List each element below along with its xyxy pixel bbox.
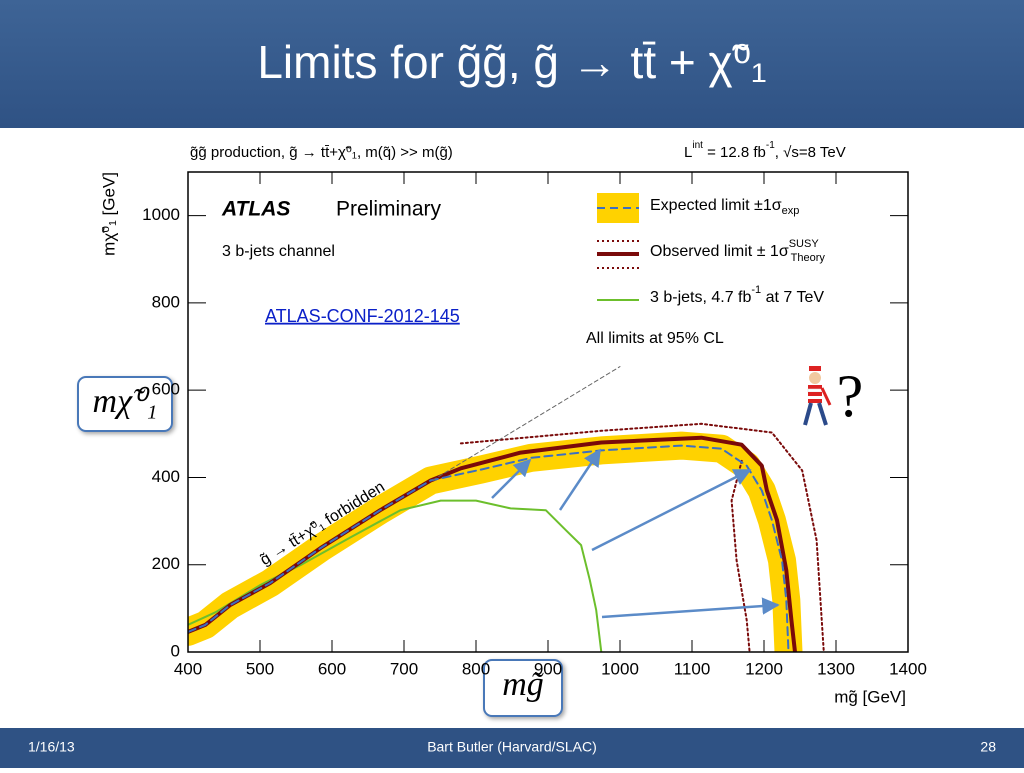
cl-label: All limits at 95% CL xyxy=(586,330,724,347)
lumi-rest: = 12.8 fb xyxy=(703,144,766,161)
observed-line xyxy=(188,435,797,652)
question-mark: ? xyxy=(837,363,864,429)
y-tick-label: 0 xyxy=(171,641,180,660)
lumi-text: L xyxy=(684,144,692,161)
x-tick-label: 700 xyxy=(390,659,418,678)
x-axis-label: mg̃ [GeV] xyxy=(834,687,906,706)
arrows xyxy=(491,448,780,619)
legend-sup: -1 xyxy=(751,284,761,296)
x-callout: mg̃ xyxy=(502,666,544,703)
atlas-label: ATLAS xyxy=(221,198,290,221)
x-tick-label: 1400 xyxy=(889,659,927,678)
legend-entry: Expected limit ±1σexp xyxy=(650,197,799,217)
expected-line xyxy=(188,444,790,652)
x-tick-label: 1300 xyxy=(817,659,855,678)
x-tick-label: 1000 xyxy=(601,659,639,678)
arrow xyxy=(591,468,752,552)
legend-entry: Observed limit ± 1σSUSY Theory xyxy=(650,238,825,264)
preliminary-label: Preliminary xyxy=(336,198,442,221)
theory-up-line xyxy=(459,422,825,652)
slide-title: Limits for g̃g̃, g̃ → tt̄ + χ̃⁰₁ xyxy=(257,36,766,88)
y-tick-label: 1000 xyxy=(142,205,180,224)
arrow xyxy=(491,458,532,499)
plot xyxy=(187,172,909,653)
arrow xyxy=(558,448,602,511)
x-tick-label: 800 xyxy=(462,659,490,678)
x-tick-label: 1100 xyxy=(674,659,711,678)
legend-name: 3 b-jets, 4.7 fb xyxy=(650,289,751,306)
y-tick-label: 400 xyxy=(152,467,180,486)
conf-link[interactable]: ATLAS-CONF-2012-145 xyxy=(265,306,460,326)
footer-date: 1/16/13 xyxy=(28,739,75,755)
legend-entry: 3 b-jets, 4.7 fb-1 at 7 TeV xyxy=(650,284,824,306)
theory-down-line xyxy=(730,459,751,652)
x-tick-label: 900 xyxy=(534,659,562,678)
header-band xyxy=(0,0,1024,128)
footer-author: Bart Butler (Harvard/SLAC) xyxy=(427,739,597,755)
y-tick-label: 200 xyxy=(152,554,180,573)
x-tick-label: 600 xyxy=(318,659,346,678)
waldo-icon xyxy=(803,366,832,426)
x-tick-label: 500 xyxy=(246,659,274,678)
x-callout-box xyxy=(483,659,563,717)
footer-page: 28 xyxy=(980,739,996,755)
legend-sub: exp xyxy=(782,205,800,217)
legend-sub: Theory xyxy=(791,252,826,264)
y-axis-label: mχ̃⁰₁ [GeV] xyxy=(99,172,118,256)
legend-name: Observed limit ± 1σ xyxy=(650,243,789,260)
y-callout: mχ̃⁰₁ xyxy=(93,383,158,420)
legend-sup: SUSY xyxy=(789,238,820,250)
lumi-sup: int xyxy=(692,140,703,151)
channel-label: 3 b-jets channel xyxy=(222,243,335,260)
y-tick-label: 800 xyxy=(152,292,180,311)
x-tick-label: 1200 xyxy=(745,659,783,678)
kinematic-line xyxy=(432,366,621,481)
plot-frame xyxy=(187,171,909,653)
x-tick-label: 400 xyxy=(174,659,202,678)
legend-tail: at 7 TeV xyxy=(761,289,824,306)
legend-name: Expected limit ±1σ xyxy=(650,197,782,214)
arrow xyxy=(601,597,780,619)
lumi-sup2: -1 xyxy=(766,140,775,151)
lumi: Lint = 12.8 fb-1, √s=8 TeV xyxy=(684,140,846,161)
y-callout-box xyxy=(77,376,173,432)
y-tick-label: 600 xyxy=(152,380,180,399)
lumi-tail: , √s=8 TeV xyxy=(775,144,846,161)
header-left: g̃g̃ production, g̃ → tt̄+χ̃⁰₁, m(q̃) >>… xyxy=(190,144,453,161)
footer-band xyxy=(0,728,1024,768)
